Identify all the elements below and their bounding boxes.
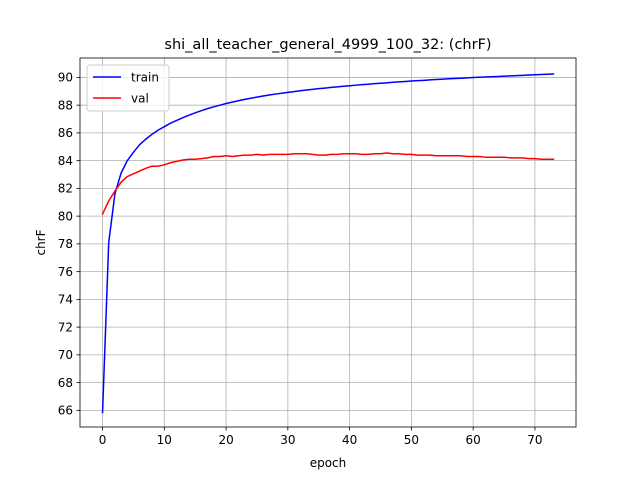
y-tick-label: 86 [58, 126, 73, 140]
grid [80, 58, 576, 427]
y-tick-label: 68 [58, 376, 73, 390]
y-tick-label: 74 [58, 293, 73, 307]
y-tick-label: 76 [58, 265, 73, 279]
x-tick-label: 50 [404, 433, 419, 447]
x-axis-label: epoch [310, 456, 347, 470]
y-axis-label: chrF [34, 229, 48, 255]
series-line-val [101, 152, 555, 216]
y-tick-label: 88 [58, 98, 73, 112]
y-tick-label: 70 [58, 348, 73, 362]
x-tick-label: 0 [99, 433, 107, 447]
x-tick-label: 60 [466, 433, 481, 447]
y-tick-label: 84 [58, 154, 73, 168]
y-tick-label: 66 [58, 404, 73, 418]
legend: train val [86, 64, 170, 112]
x-tick-label: 20 [218, 433, 233, 447]
legend-label-train: train [131, 71, 159, 85]
y-tick-label: 90 [58, 71, 73, 85]
plot-frame [79, 57, 577, 428]
y-tick-label: 78 [58, 237, 73, 251]
x-tick-label: 70 [527, 433, 542, 447]
x-tick-label: 10 [157, 433, 172, 447]
series-line-train [101, 73, 555, 414]
x-tick-label: 30 [280, 433, 295, 447]
legend-label-val: val [131, 92, 149, 106]
chart-title: shi_all_teacher_general_4999_100_32: (ch… [164, 37, 491, 53]
axis-ticks: 0 10 20 30 40 50 60 70 66 68 70 72 74 76 78 80 82 84 86 88 9… [58, 71, 543, 447]
y-tick-label: 82 [58, 182, 73, 196]
x-tick-label: 40 [342, 433, 357, 447]
series-lines [101, 73, 555, 414]
y-tick-label: 72 [58, 320, 73, 334]
y-tick-label: 80 [58, 209, 73, 223]
